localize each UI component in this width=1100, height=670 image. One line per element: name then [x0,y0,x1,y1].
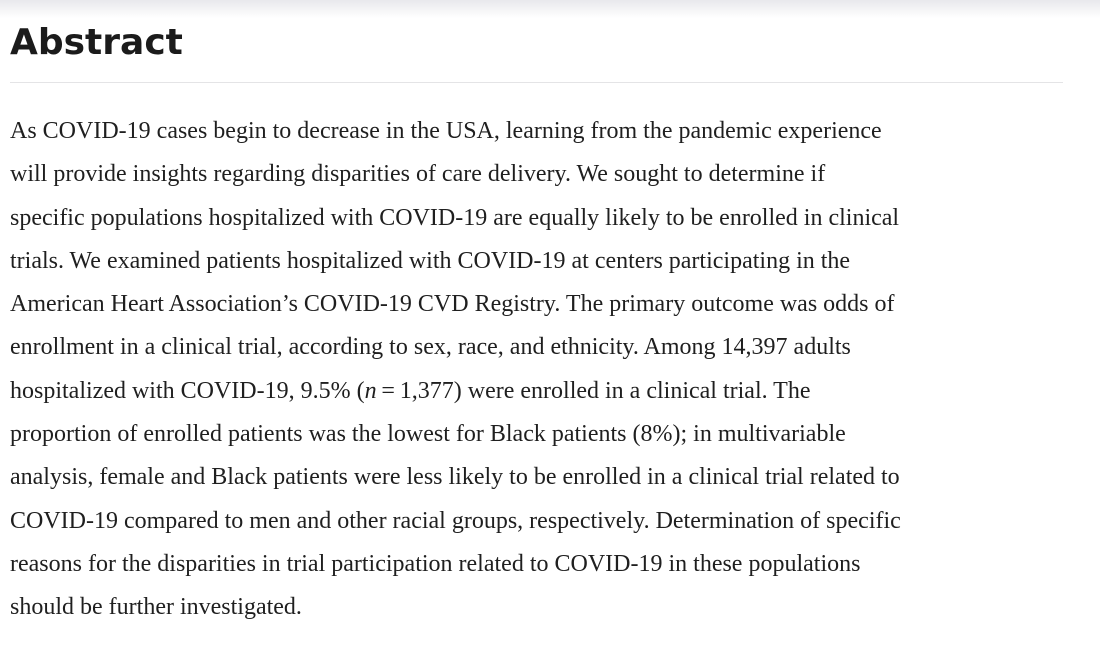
abstract-line: should be further investigated. [10,586,1063,629]
abstract-line: hospitalized with COVID-19, 9.5% (n = 1,… [10,370,1063,413]
page-top-fade [0,0,1100,18]
abstract-line: specific populations hospitalized with C… [10,197,1063,240]
section-divider [10,82,1063,83]
abstract-line: As COVID-19 cases begin to decrease in t… [10,110,1063,153]
abstract-line: reasons for the disparities in trial par… [10,543,1063,586]
abstract-line: will provide insights regarding disparit… [10,153,1063,196]
abstract-line: American Heart Association’s COVID-19 CV… [10,283,1063,326]
abstract-text-segment: American Heart Association’s COVID-19 CV… [10,291,895,318]
abstract-text-segment: specific populations hospitalized with C… [10,204,900,231]
abstract-paragraph: As COVID-19 cases begin to decrease in t… [10,110,1063,630]
abstract-line: trials. We examined patients hospitalize… [10,240,1063,283]
abstract-text-segment: will provide insights regarding disparit… [10,161,826,188]
abstract-line: enrollment in a clinical trial, accordin… [10,326,1063,369]
abstract-text-segment: COVID-19 compared to men and other racia… [10,507,901,534]
abstract-line: analysis, female and Black patients were… [10,456,1063,499]
abstract-italic-variable: n [364,377,377,404]
abstract-text-segment: proportion of enrolled patients was the … [10,421,846,448]
abstract-text-segment: enrollment in a clinical trial, accordin… [10,334,851,361]
abstract-text-segment: should be further investigated. [10,594,302,621]
abstract-text-segment: trials. We examined patients hospitalize… [10,247,851,274]
abstract-line: proportion of enrolled patients was the … [10,413,1063,456]
abstract-section: Abstract As COVID-19 cases begin to decr… [10,22,1063,630]
abstract-text-segment: hospitalized with COVID-19, 9.5% ( [10,377,365,404]
abstract-text-segment: reasons for the disparities in trial par… [10,550,861,577]
abstract-line: COVID-19 compared to men and other racia… [10,500,1063,543]
abstract-text-segment: = 1,377) were enrolled in a clinical tri… [376,377,811,404]
abstract-text-segment: analysis, female and Black patients were… [10,464,900,491]
abstract-text-segment: As COVID-19 cases begin to decrease in t… [10,118,882,144]
abstract-heading: Abstract [10,22,183,63]
